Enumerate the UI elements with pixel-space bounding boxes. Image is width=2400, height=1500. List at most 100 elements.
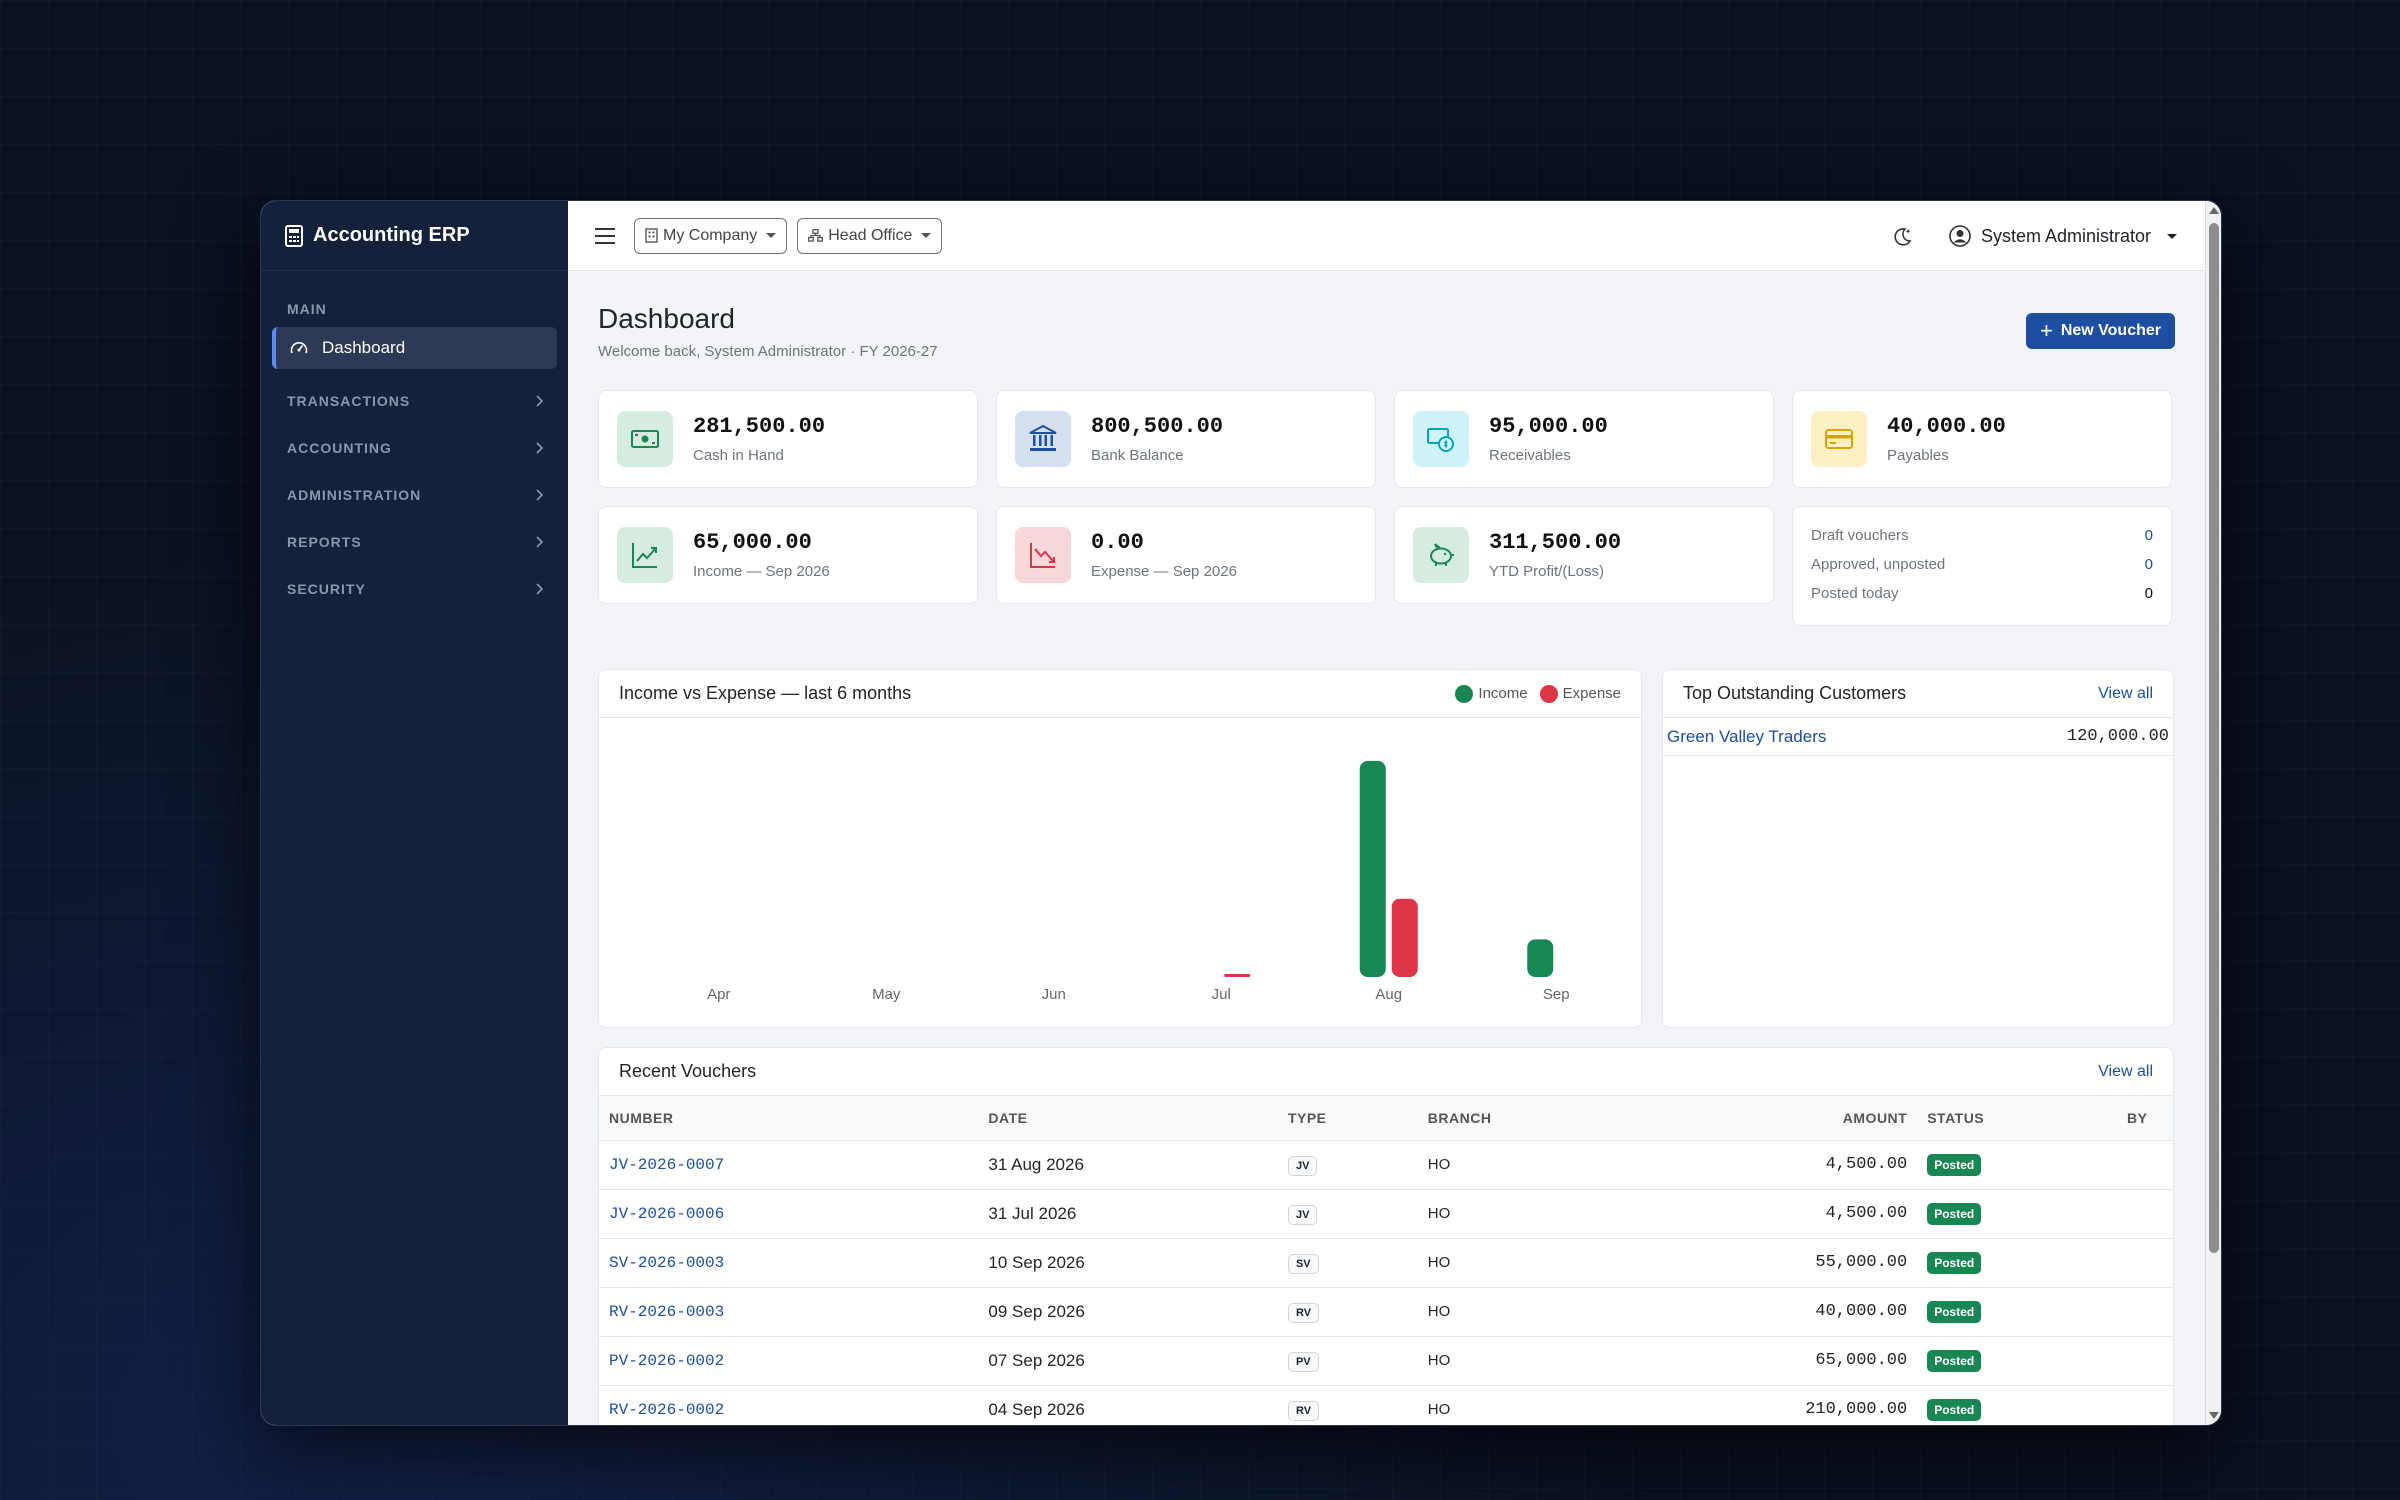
table-row[interactable]: RV-2026-0003 09 Sep 2026 RV HO 40,000.00 Post… (599, 1287, 2173, 1337)
voucher-type-cell: RV (1277, 1287, 1418, 1337)
scroll-up-arrow-icon[interactable] (2209, 207, 2219, 214)
voucher-type-cell: PV (1277, 1336, 1418, 1386)
stat-card[interactable]: 0.00 Expense — Sep 2026 (996, 506, 1376, 604)
scroll-down-arrow-icon[interactable] (2209, 1412, 2219, 1419)
table-row[interactable]: JV-2026-0006 31 Jul 2026 JV HO 4,500.00 Poste… (599, 1189, 2173, 1239)
voucher-number-link[interactable]: RV-2026-0002 (599, 1385, 979, 1425)
voucher-status-cell: Posted (1917, 1140, 2117, 1190)
column-header-status[interactable]: STATUS (1917, 1096, 2117, 1141)
sidebar-group-label: SECURITY (287, 580, 366, 597)
bar-expense-jul[interactable] (1224, 974, 1251, 977)
voucher-status-cell: Posted (1917, 1336, 2117, 1386)
menu-icon[interactable] (594, 226, 616, 246)
chevron-right-icon (536, 582, 544, 595)
stat-value: 800,500.00 (1091, 414, 1224, 439)
voucher-status-cell: Posted (1917, 1385, 2117, 1425)
stat-value: 65,000.00 (693, 530, 812, 555)
card-header: Top Outstanding Customers View all (1663, 670, 2173, 718)
card-header: Income vs Expense — last 6 months Income… (599, 670, 1641, 718)
brand-name: Accounting ERP (313, 224, 470, 246)
stat-card[interactable]: 40,000.00 Payables (1792, 390, 2172, 488)
stat-text: 800,500.00 Bank Balance (1091, 414, 1223, 464)
sidebar-group-security[interactable]: SECURITY (261, 565, 568, 612)
brand[interactable]: Accounting ERP (261, 201, 568, 271)
voucher-date: 10 Sep 2026 (978, 1238, 1278, 1288)
branch-select[interactable]: Head Office (797, 217, 943, 254)
column-header-number[interactable]: NUMBER (599, 1096, 979, 1141)
stat-label: Cash in Hand (693, 447, 784, 464)
cash-icon (617, 411, 673, 467)
stat-value: 311,500.00 (1489, 530, 1622, 555)
summary-row[interactable]: Draft vouchers 0 (1811, 527, 2153, 556)
user-menu[interactable]: System Administrator (1949, 225, 2177, 247)
customer-name[interactable]: Green Valley Traders (1667, 726, 1827, 746)
moon-stars-icon[interactable] (1893, 226, 1913, 246)
stat-value: 95,000.00 (1489, 414, 1608, 439)
stat-card[interactable]: 800,500.00 Bank Balance (996, 390, 1376, 488)
status-badge: Posted (1927, 1349, 1982, 1372)
stat-text: 65,000.00 Income — Sep 2026 (693, 530, 830, 580)
building-icon (645, 228, 658, 243)
customer-row[interactable]: Green Valley Traders 120,000.00 (1663, 718, 2173, 756)
summary-row[interactable]: Approved, unposted 0 (1811, 556, 2153, 585)
table-row[interactable]: JV-2026-0007 31 Aug 2026 JV HO 4,500.00 Poste… (599, 1140, 2173, 1190)
company-select[interactable]: My Company (634, 217, 788, 254)
legend-item[interactable]: Expense (1539, 684, 1621, 703)
voucher-by (2116, 1189, 2173, 1239)
summary-value: 0 (2144, 527, 2153, 544)
legend-swatch (1455, 684, 1474, 703)
voucher-number-link[interactable]: PV-2026-0002 (599, 1336, 979, 1386)
scrollbar[interactable] (2205, 201, 2221, 1425)
sidebar-group-label: ACCOUNTING (287, 439, 392, 456)
column-header-type[interactable]: TYPE (1277, 1096, 1418, 1141)
table-row[interactable]: SV-2026-0003 10 Sep 2026 SV HO 55,000.00 Post… (599, 1238, 2173, 1288)
topbar-right: System Administrator (1893, 201, 2177, 271)
voucher-amount: 40,000.00 (1667, 1287, 1918, 1337)
sidebar-group-administration[interactable]: ADMINISTRATION (261, 471, 568, 518)
table-row[interactable]: PV-2026-0002 07 Sep 2026 PV HO 65,000.00 Post… (599, 1336, 2173, 1386)
column-header-by[interactable]: BY (2116, 1096, 2173, 1141)
income-expense-card: Income vs Expense — last 6 months Income… (598, 669, 1642, 1028)
stat-value: 0.00 (1091, 530, 1144, 555)
stat-card[interactable]: 311,500.00 YTD Profit/(Loss) (1394, 506, 1774, 604)
table-header-row: NUMBER DATE TYPE BRANCH AMOUNT STATUS BY (599, 1096, 2173, 1141)
vouchers-view-all-link[interactable]: View all (2098, 1062, 2153, 1080)
page-title: Dashboard (598, 303, 735, 334)
bar-income-sep[interactable] (1527, 939, 1554, 977)
voucher-by (2116, 1287, 2173, 1337)
sidebar-group-accounting[interactable]: ACCOUNTING (261, 424, 568, 471)
main-area: My Company Head Office (568, 201, 2205, 1425)
voucher-number-link[interactable]: JV-2026-0006 (599, 1189, 979, 1239)
bar-expense-aug[interactable] (1391, 898, 1418, 977)
table-row[interactable]: RV-2026-0002 04 Sep 2026 RV HO 210,000.00 Pos… (599, 1385, 2173, 1425)
sidebar-group-reports[interactable]: REPORTS (261, 518, 568, 565)
customers-view-all-link[interactable]: View all (2098, 684, 2153, 702)
stat-card[interactable]: 281,500.00 Cash in Hand (598, 390, 978, 488)
bar-chart: Apr May Jun Jul Aug Sep (707, 760, 1570, 1003)
voucher-branch: HO (1417, 1385, 1668, 1425)
stat-card[interactable]: 95,000.00 Receivables (1394, 390, 1774, 488)
scroll-thumb[interactable] (2209, 223, 2219, 1253)
calculator-icon (285, 224, 303, 247)
column-header-branch[interactable]: BRANCH (1417, 1096, 1668, 1141)
user-circle-icon (1949, 225, 1971, 247)
voucher-type-cell: JV (1277, 1189, 1418, 1239)
stat-card[interactable]: 65,000.00 Income — Sep 2026 (598, 506, 978, 604)
chevron-right-icon (536, 535, 544, 548)
voucher-number-link[interactable]: RV-2026-0003 (599, 1287, 979, 1337)
bar-income-aug[interactable] (1359, 760, 1386, 977)
sidebar-group-label: ADMINISTRATION (287, 486, 422, 503)
new-voucher-label: New Voucher (2060, 322, 2161, 339)
new-voucher-button[interactable]: + New Voucher (2025, 313, 2175, 349)
column-header-date[interactable]: DATE (978, 1096, 1278, 1141)
stat-label: YTD Profit/(Loss) (1489, 563, 1605, 580)
voucher-number-link[interactable]: JV-2026-0007 (599, 1140, 979, 1190)
branch-select-value: Head Office (828, 226, 913, 244)
sidebar-item-dashboard[interactable]: Dashboard (272, 327, 557, 369)
column-header-amount[interactable]: AMOUNT (1667, 1096, 1918, 1141)
legend-item[interactable]: Income (1455, 684, 1528, 703)
voucher-type-badge: JV (1287, 1155, 1318, 1176)
summary-row[interactable]: Posted today 0 (1811, 585, 2153, 614)
voucher-number-link[interactable]: SV-2026-0003 (599, 1238, 979, 1288)
sidebar-group-transactions[interactable]: TRANSACTIONS (261, 377, 568, 424)
